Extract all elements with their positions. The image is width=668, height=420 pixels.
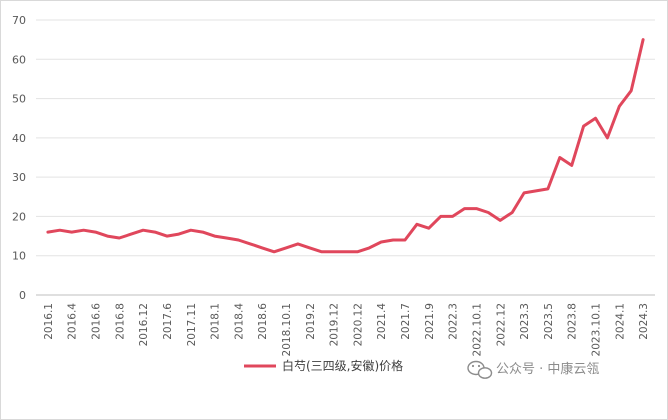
- x-tick-label: 2019.12: [329, 303, 341, 346]
- legend-label: 白芍(三四级,安徽)价格: [282, 358, 403, 373]
- y-tick-label: 60: [12, 53, 26, 66]
- x-tick-label: 2017.11: [186, 303, 198, 346]
- x-tick-label: 2016.1: [43, 303, 55, 340]
- y-tick-label: 30: [12, 171, 26, 184]
- x-tick-label: 2020.12: [352, 303, 364, 346]
- x-tick-label: 2024.1: [614, 303, 626, 340]
- x-tick-label: 2016.6: [91, 303, 103, 340]
- x-tick-label: 2021.9: [424, 303, 436, 340]
- x-tick-label: 2016.4: [67, 303, 79, 340]
- legend: 白芍(三四级,安徽)价格: [244, 358, 403, 373]
- x-tick-label: 2023.5: [543, 303, 555, 340]
- y-tick-label: 50: [12, 93, 26, 106]
- series-layer: [46, 38, 645, 254]
- x-tick-label: 2022.3: [448, 303, 460, 340]
- series-line-0: [46, 38, 645, 254]
- x-tick-label: 2022.12: [495, 303, 507, 346]
- x-tick-label: 2018.4: [233, 303, 245, 340]
- x-tick-label: 2023.10.1: [590, 303, 602, 356]
- x-tick-label: 2018.6: [257, 303, 269, 340]
- y-tick-label: 70: [12, 14, 26, 27]
- x-tick-label: 2023.3: [519, 303, 531, 340]
- x-tick-label: 2016.12: [138, 303, 150, 346]
- x-tick-label: 2016.8: [114, 303, 126, 340]
- watermark: 公众号 · 中康云瓴: [467, 360, 599, 379]
- y-tick-label: 20: [12, 210, 26, 223]
- wechat-icon: [467, 360, 493, 379]
- x-tick-label: 2018.1: [210, 303, 222, 340]
- watermark-text: 公众号 · 中康云瓴: [496, 361, 599, 377]
- y-tick-label: 0: [19, 289, 26, 302]
- gridlines: [36, 19, 655, 296]
- y-tick-label: 10: [12, 250, 26, 263]
- x-tick-label: 2018.10.1: [281, 303, 293, 356]
- x-tick-label: 2024.3: [638, 303, 650, 340]
- x-tick-label: 2021.7: [400, 303, 412, 340]
- x-tick-label: 2023.8: [567, 303, 579, 340]
- y-axis-ticks: 0 10 20 30 40 50 60 70: [12, 14, 26, 302]
- x-tick-label: 2022.10.1: [471, 303, 483, 356]
- x-tick-label: 2017.6: [162, 303, 174, 340]
- x-axis-ticks: 2016.1 2016.4 2016.6 2016.8 2016.12 2017.6 201…: [43, 303, 650, 357]
- y-tick-label: 40: [12, 132, 26, 145]
- x-tick-label: 2019.2: [305, 303, 317, 340]
- x-tick-label: 2021.4: [376, 303, 388, 340]
